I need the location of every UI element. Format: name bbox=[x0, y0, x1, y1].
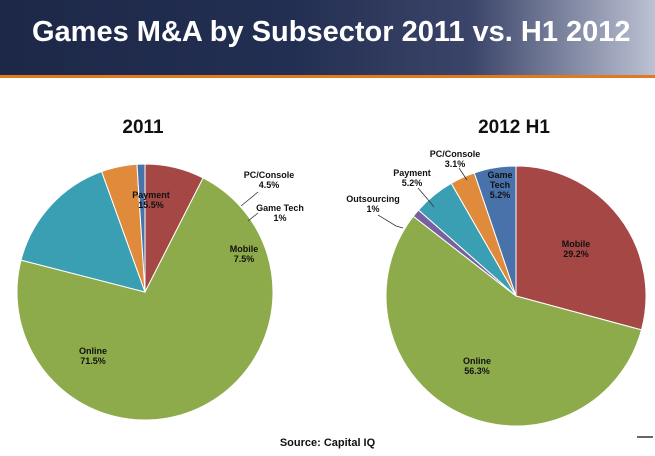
chart-2012-h1-leader-pc-console bbox=[458, 167, 468, 181]
chart-2012-h1-label-game-tech: Game Tech 5.2% bbox=[487, 170, 512, 200]
chart-2011-leader-pc-console bbox=[240, 191, 259, 207]
chart-2011-slice-game-tech bbox=[136, 163, 146, 293]
chart-2012-h1-title: 2012 H1 bbox=[478, 117, 550, 138]
chart-2011-slice-payment bbox=[20, 170, 146, 293]
chart-2012-h1-leader-payment bbox=[417, 187, 435, 208]
chart-2012-h1-label-pc-console: PC/Console 3.1% bbox=[430, 149, 481, 169]
source-note: Source: Capital IQ bbox=[279, 437, 376, 449]
chart-2012-h1-slice-mobile bbox=[515, 165, 647, 331]
chart-2012-h1-slice-game-tech bbox=[473, 165, 517, 297]
chart-2011-leader-game-tech bbox=[247, 212, 259, 222]
chart-2012-h1-leader-outsourcing bbox=[377, 214, 404, 229]
chart-2011-label-payment: Payment 15.5% bbox=[132, 190, 170, 210]
chart-2011-slice-online bbox=[16, 177, 274, 421]
title-banner: Games M&A by Subsector 2011 vs. H1 2012 bbox=[0, 0, 655, 75]
chart-2011-label-game-tech: Game Tech 1% bbox=[256, 203, 304, 223]
chart-2011-label-pc-console: PC/Console 4.5% bbox=[244, 170, 295, 190]
chart-2011-title: 2011 bbox=[122, 117, 164, 138]
chart-2012-h1-label-online: Online 56.3% bbox=[463, 356, 491, 376]
page-title: Games M&A by Subsector 2011 vs. H1 2012 bbox=[32, 16, 631, 48]
chart-2012-h1-slice-online bbox=[385, 215, 643, 427]
corner-mark bbox=[637, 436, 653, 438]
chart-2011-label-online: Online 71.5% bbox=[79, 346, 107, 366]
chart-2012-h1-label-outsourcing: Outsourcing 1% bbox=[346, 194, 400, 214]
title-rule bbox=[0, 75, 655, 78]
chart-2012-h1-label-mobile: Mobile 29.2% bbox=[562, 239, 591, 259]
chart-2011-label-mobile: Mobile 7.5% bbox=[230, 244, 259, 264]
chart-2012-h1-label-payment: Payment 5.2% bbox=[393, 168, 431, 188]
